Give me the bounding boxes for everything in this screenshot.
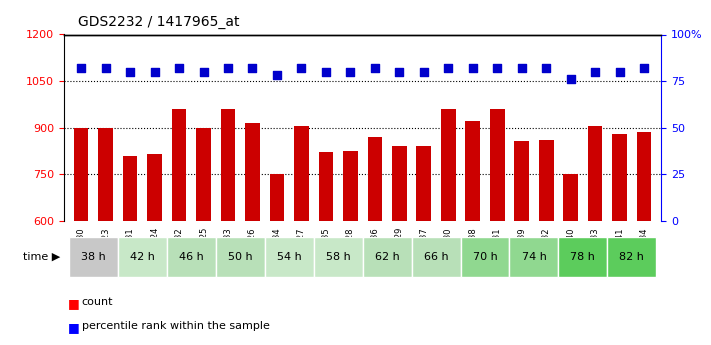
Point (614, 69, 625, 75)
Bar (441, 109, 456, 221)
Bar (314, 237, 363, 277)
Text: 78 h: 78 h (570, 252, 595, 262)
Bar (123, 156, 137, 221)
Bar (343, 151, 358, 221)
Bar (264, 237, 314, 277)
Text: 62 h: 62 h (375, 252, 400, 262)
Bar (392, 146, 407, 221)
Bar (637, 132, 651, 221)
Text: 42 h: 42 h (130, 252, 155, 262)
Bar (74, 128, 88, 221)
Text: 54 h: 54 h (277, 252, 301, 262)
Point (100, 65, 112, 71)
Point (247, 65, 258, 71)
Bar (98, 128, 113, 221)
Point (345, 69, 356, 75)
Text: 50 h: 50 h (228, 252, 252, 262)
Point (394, 69, 405, 75)
Text: GDS2232 / 1417965_at: GDS2232 / 1417965_at (78, 15, 240, 29)
Text: ■: ■ (68, 297, 80, 310)
Bar (510, 237, 558, 277)
Point (565, 77, 577, 82)
Bar (490, 109, 505, 221)
Point (638, 65, 650, 71)
Text: count: count (82, 297, 113, 307)
Bar (245, 123, 260, 221)
Bar (588, 126, 602, 221)
Text: 66 h: 66 h (424, 252, 449, 262)
Point (589, 69, 601, 75)
Bar (319, 152, 333, 221)
Point (540, 65, 552, 71)
Text: ■: ■ (68, 321, 80, 334)
Bar (269, 174, 284, 221)
Point (442, 65, 454, 71)
Text: 38 h: 38 h (81, 252, 106, 262)
Point (149, 69, 160, 75)
Point (173, 65, 185, 71)
Text: 46 h: 46 h (179, 252, 203, 262)
Bar (539, 140, 554, 221)
Point (272, 73, 283, 78)
Bar (167, 237, 215, 277)
Point (467, 65, 479, 71)
Bar (196, 128, 211, 221)
Bar (466, 121, 480, 221)
Text: 58 h: 58 h (326, 252, 351, 262)
Bar (171, 109, 186, 221)
Text: percentile rank within the sample: percentile rank within the sample (82, 321, 269, 331)
Bar (363, 237, 412, 277)
Bar (412, 237, 461, 277)
Bar (294, 126, 309, 221)
Bar (607, 237, 656, 277)
Point (418, 69, 429, 75)
Point (223, 65, 234, 71)
Bar (368, 137, 383, 221)
Bar (612, 134, 627, 221)
Text: 74 h: 74 h (521, 252, 546, 262)
Text: 82 h: 82 h (619, 252, 644, 262)
Point (516, 65, 528, 71)
Bar (563, 174, 578, 221)
Text: time ▶: time ▶ (23, 252, 60, 262)
Point (320, 69, 331, 75)
Bar (514, 141, 529, 221)
Point (75, 65, 87, 71)
Bar (118, 237, 167, 277)
Point (296, 65, 307, 71)
Point (124, 69, 136, 75)
Bar (220, 109, 235, 221)
Bar (69, 237, 118, 277)
Text: 70 h: 70 h (473, 252, 498, 262)
Bar (215, 237, 264, 277)
Point (198, 69, 209, 75)
Bar (417, 146, 431, 221)
Bar (147, 154, 162, 221)
Point (491, 65, 503, 71)
Bar (558, 237, 607, 277)
Point (369, 65, 380, 71)
Bar (461, 237, 510, 277)
